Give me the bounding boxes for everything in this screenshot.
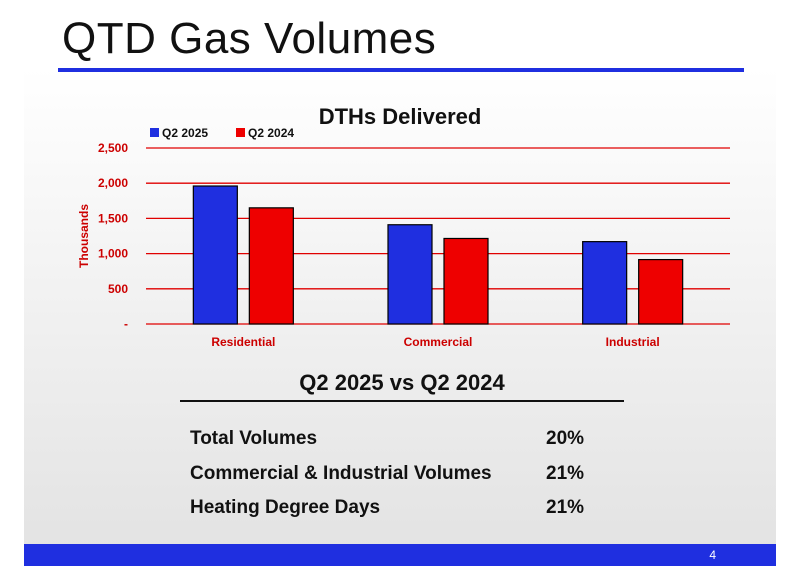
y-tick-label: 1,000 — [98, 247, 128, 261]
summary-row-value: 20% — [546, 428, 585, 449]
y-tick-label: 2,500 — [98, 141, 128, 155]
y-tick-label: 1,500 — [98, 211, 128, 225]
summary-row-heating-degree-days: Heating Degree Days 21% — [190, 497, 590, 523]
summary-row-label: Total Volumes — [190, 428, 318, 449]
legend-label: Q2 2025 — [162, 126, 208, 140]
summary-row-value: 21% — [546, 463, 585, 484]
summary-divider — [180, 400, 624, 402]
y-tick-label: - — [124, 317, 128, 331]
summary-row-label: Heating Degree Days — [190, 497, 381, 518]
bar-q2-2024-industrial — [638, 258, 684, 325]
bar-q2-2025-industrial — [582, 241, 628, 325]
y-tick-label: 2,000 — [98, 176, 128, 190]
bar-q2-2024-residential — [248, 207, 294, 325]
y-axis-label: Thousands — [77, 204, 91, 268]
bar-q2-2025-commercial — [387, 224, 433, 325]
legend-label: Q2 2024 — [248, 126, 294, 140]
x-tick-label: Residential — [211, 335, 275, 349]
summary-title: Q2 2025 vs Q2 2024 — [299, 370, 505, 395]
page-number: 4 — [709, 548, 716, 562]
summary-row-label: Commercial & Industrial Volumes — [190, 463, 492, 484]
summary-row-value: 21% — [546, 497, 585, 518]
footer-bar: 4 — [24, 544, 776, 566]
summary-row-commercial-industrial: Commercial & Industrial Volumes 21% — [190, 463, 590, 489]
x-tick-label: Industrial — [606, 335, 660, 349]
bar-q2-2025-residential — [192, 185, 238, 325]
legend-swatch-q2-2025 — [150, 128, 159, 137]
bar-q2-2024-commercial — [443, 237, 489, 325]
summary-row-total-volumes: Total Volumes 20% — [190, 428, 590, 454]
chart-title: DTHs Delivered — [319, 104, 482, 129]
y-tick-label: 500 — [108, 282, 128, 296]
legend-swatch-q2-2024 — [236, 128, 245, 137]
x-tick-label: Commercial — [404, 335, 473, 349]
title-underline — [58, 68, 744, 72]
slide-title: QTD Gas Volumes — [62, 14, 437, 63]
